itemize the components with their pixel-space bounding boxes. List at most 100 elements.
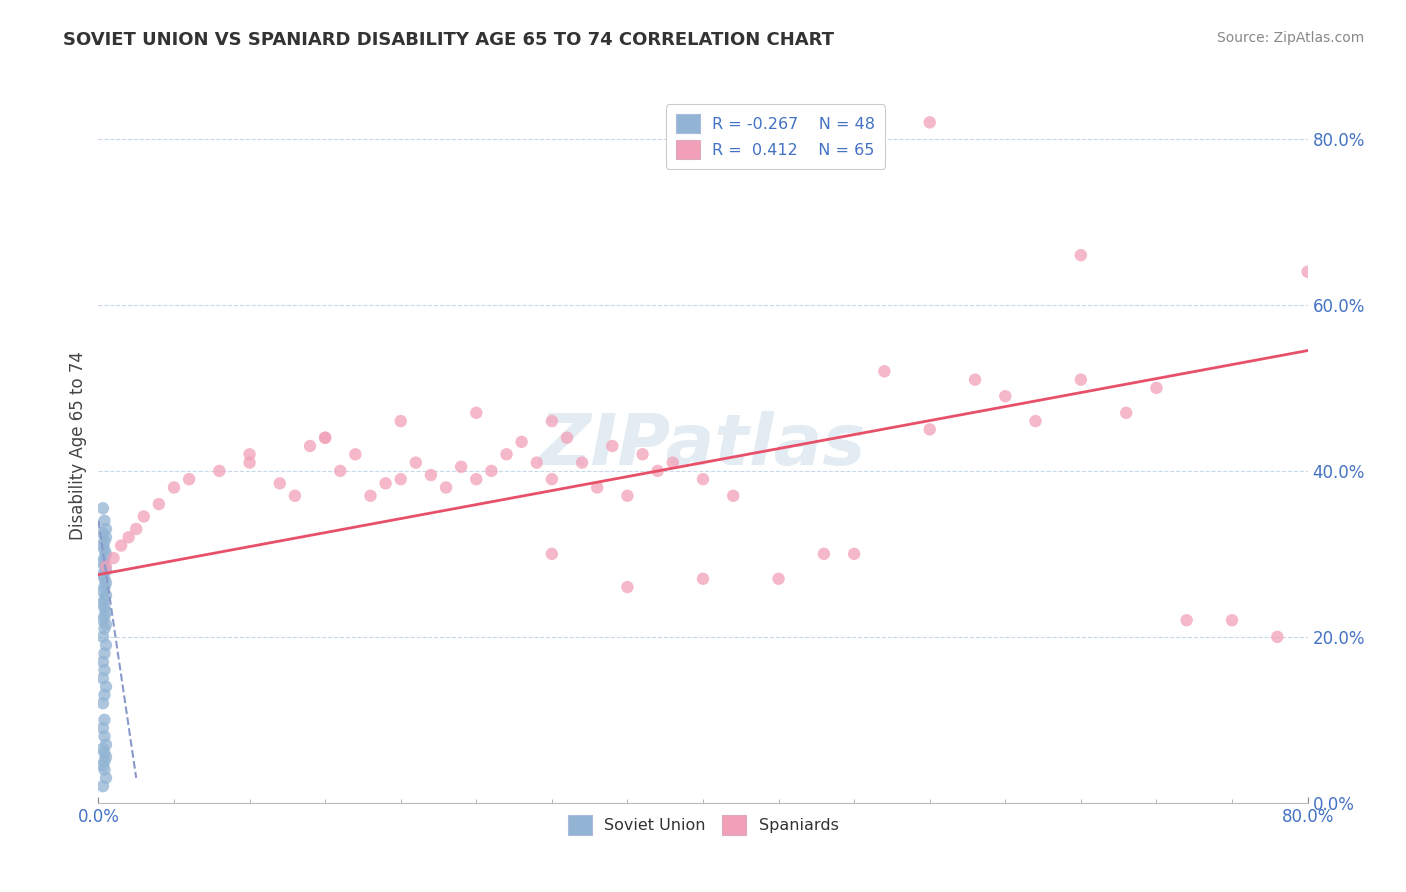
Point (1070, 373, 1092, 387)
Point (93, 746, 115, 760)
Point (94, 530, 117, 544)
Point (93, 551, 115, 566)
Text: SOVIET UNION VS SPANIARD DISABILITY AGE 65 TO 74 CORRELATION CHART: SOVIET UNION VS SPANIARD DISABILITY AGE … (63, 31, 834, 49)
Point (91, 655, 114, 669)
Point (91, 501, 114, 516)
Point (495, 447, 517, 461)
Legend: Soviet Union, Spaniards: Soviet Union, Spaniards (561, 809, 845, 841)
Point (571, 456, 593, 470)
Point (93, 754, 115, 768)
Point (91, 758, 114, 772)
Point (692, 572, 714, 586)
Point (91, 526, 114, 541)
Y-axis label: Disability Age 65 to 74: Disability Age 65 to 74 (69, 351, 87, 541)
Point (94, 522, 117, 536)
Point (239, 447, 262, 461)
Point (93, 763, 115, 777)
Point (374, 476, 396, 491)
Point (526, 456, 548, 470)
Point (540, 547, 562, 561)
Point (118, 530, 141, 544)
Point (94, 559, 117, 574)
Point (94, 547, 117, 561)
Point (93, 663, 115, 677)
Point (1220, 613, 1243, 627)
Point (208, 464, 231, 478)
Point (994, 389, 1017, 403)
Point (91, 742, 114, 756)
Point (94, 638, 117, 652)
Point (269, 476, 291, 491)
Point (93, 688, 115, 702)
Point (723, 489, 745, 503)
Point (93, 622, 115, 636)
Point (540, 472, 562, 486)
Point (93, 592, 115, 607)
Point (94, 605, 117, 619)
Point (91, 539, 114, 553)
Point (93, 730, 115, 744)
Point (91, 584, 114, 599)
Point (1024, 414, 1046, 428)
Point (91, 613, 114, 627)
Point (93, 713, 115, 727)
Point (103, 551, 125, 566)
Point (299, 439, 322, 453)
Point (94, 617, 117, 632)
Point (602, 439, 624, 453)
Point (631, 447, 654, 461)
Point (93, 609, 115, 624)
Text: Source: ZipAtlas.com: Source: ZipAtlas.com (1216, 31, 1364, 45)
Point (465, 472, 488, 486)
Point (93, 514, 115, 528)
Point (1070, 248, 1092, 262)
Point (91, 779, 114, 793)
Point (813, 547, 835, 561)
Point (110, 539, 132, 553)
Point (91, 597, 114, 611)
Point (91, 630, 114, 644)
Point (965, 373, 987, 387)
Point (94, 575, 117, 590)
Point (94, 750, 117, 764)
Point (465, 406, 488, 420)
Point (94, 588, 117, 602)
Point (918, 115, 941, 129)
Point (647, 464, 669, 478)
Point (692, 472, 714, 486)
Point (91, 696, 114, 710)
Point (616, 580, 638, 594)
Point (389, 472, 412, 486)
Point (844, 547, 866, 561)
Point (1267, 630, 1289, 644)
Point (94, 738, 117, 752)
Point (661, 456, 683, 470)
Point (179, 472, 201, 486)
Point (125, 522, 148, 536)
Point (1296, 265, 1319, 279)
Point (93, 572, 115, 586)
Point (314, 431, 336, 445)
Point (420, 468, 443, 483)
Point (344, 447, 367, 461)
Point (1144, 381, 1167, 395)
Point (918, 422, 941, 436)
Point (481, 464, 503, 478)
Point (239, 456, 262, 470)
Point (91, 567, 114, 582)
Point (450, 459, 472, 474)
Point (93, 534, 115, 549)
Point (284, 489, 307, 503)
Point (93, 580, 115, 594)
Point (93, 559, 115, 574)
Point (91, 721, 114, 735)
Point (389, 414, 412, 428)
Point (93, 600, 115, 615)
Point (94, 680, 117, 694)
Point (91, 671, 114, 685)
Point (510, 434, 533, 449)
Point (405, 456, 427, 470)
Text: ZIPatlas: ZIPatlas (540, 411, 866, 481)
Point (1115, 406, 1137, 420)
Point (1175, 613, 1198, 627)
